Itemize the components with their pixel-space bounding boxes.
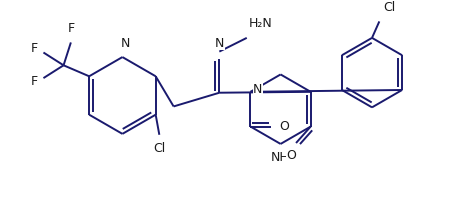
Text: O: O — [287, 149, 297, 162]
Text: Cl: Cl — [383, 1, 395, 14]
Text: H₂N: H₂N — [248, 17, 272, 30]
Text: N: N — [215, 37, 224, 50]
Text: N: N — [253, 83, 262, 97]
Text: N: N — [120, 37, 130, 50]
Text: O: O — [279, 120, 289, 133]
Text: NH: NH — [271, 151, 290, 164]
Text: F: F — [31, 42, 38, 55]
Text: F: F — [67, 22, 74, 35]
Text: Cl: Cl — [153, 142, 165, 155]
Text: F: F — [31, 75, 38, 88]
